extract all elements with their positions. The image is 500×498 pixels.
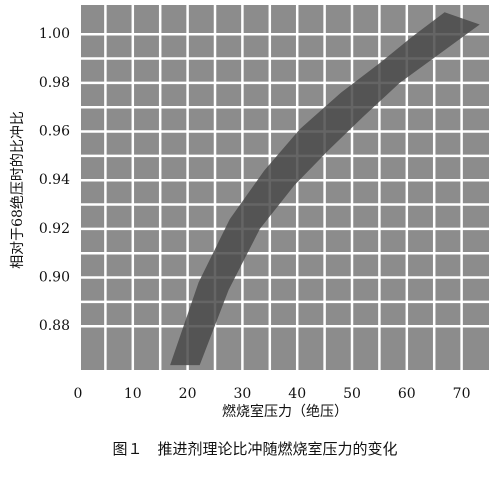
x-tick-label: 20 bbox=[179, 386, 197, 402]
x-tick-label: 60 bbox=[398, 386, 416, 402]
band-area bbox=[170, 12, 480, 366]
y-tick-label: 0.90 bbox=[39, 270, 70, 286]
x-tick-label: 30 bbox=[233, 386, 251, 402]
x-tick-label: 40 bbox=[288, 386, 306, 402]
y-tick-label: 0.96 bbox=[39, 124, 70, 140]
y-tick-label: 1.00 bbox=[39, 26, 70, 42]
x-tick-label: 50 bbox=[343, 386, 361, 402]
y-axis-label: 相对于68绝压时的比冲比 bbox=[10, 111, 26, 269]
y-tick-label: 0.94 bbox=[39, 172, 70, 188]
x-axis-label: 燃烧室压力（绝压） bbox=[222, 403, 348, 420]
x-tick-label: 70 bbox=[453, 386, 471, 402]
y-tick-label: 0.92 bbox=[39, 221, 70, 237]
y-tick-label: 0.88 bbox=[39, 318, 70, 334]
x-tick-label: 0 bbox=[74, 386, 83, 402]
x-tick-label: 10 bbox=[124, 386, 142, 402]
y-tick-label: 0.98 bbox=[39, 75, 70, 91]
caption: 图１ 推进剂理论比冲随燃烧室压力的变化 bbox=[112, 440, 397, 458]
